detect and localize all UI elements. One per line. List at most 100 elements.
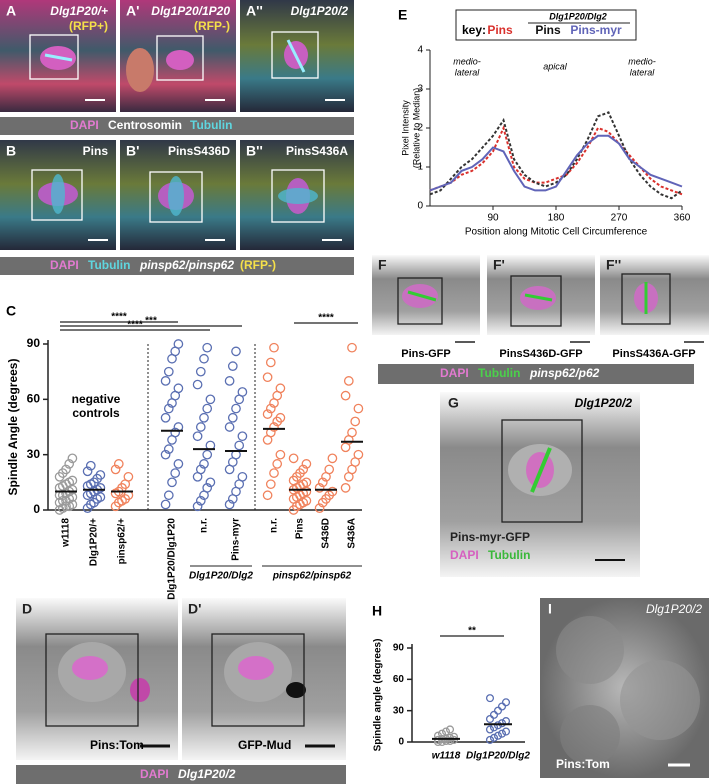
data-point	[202, 483, 213, 493]
data-point	[485, 725, 495, 734]
data-point	[227, 412, 238, 423]
y-tick-label: 2	[417, 123, 423, 134]
y-tick-label: 0	[417, 201, 423, 212]
legend-entry: Pins-myr	[570, 23, 622, 37]
data-point	[350, 416, 361, 427]
genotype: Dlg1P20/2	[575, 396, 633, 410]
construct: Pins:Tom	[90, 738, 144, 752]
data-point	[231, 346, 241, 357]
key-tubulin: Tubulin	[488, 548, 530, 562]
data-point	[262, 490, 273, 501]
data-point	[485, 714, 495, 724]
data-point	[288, 453, 299, 464]
panel-label: I	[548, 601, 552, 617]
data-point	[224, 376, 235, 386]
data-point	[275, 383, 286, 394]
data-point	[82, 466, 93, 477]
x-tick-label: 90	[487, 213, 499, 224]
data-point	[353, 449, 364, 460]
data-point	[272, 459, 283, 469]
data-point	[199, 353, 209, 364]
data-point	[160, 412, 171, 423]
construct: PinsS436A	[286, 144, 348, 158]
data-point	[327, 453, 338, 464]
x-tick-label: 180	[548, 213, 565, 224]
data-point	[265, 403, 276, 414]
data-point	[234, 440, 245, 451]
data-point	[202, 342, 213, 353]
panel-b: B Pins B' PinsS436D B'' PinsS436A DAPI T…	[0, 140, 354, 275]
data-point	[237, 387, 248, 397]
data-point	[237, 471, 248, 482]
y-tick-label: 60	[27, 392, 41, 406]
data-point	[497, 729, 507, 738]
key-tubulin: Tubulin	[88, 258, 130, 272]
panel-label: F'	[493, 257, 505, 273]
data-point	[160, 449, 171, 460]
key-centrosomin: Centrosomin	[108, 118, 182, 132]
region-label: medio-	[628, 56, 656, 66]
data-point	[167, 477, 177, 488]
y-tick-label: 60	[393, 674, 405, 685]
data-point	[113, 459, 124, 469]
data-point	[269, 468, 279, 478]
significance-label: ****	[127, 320, 143, 331]
data-point	[192, 501, 203, 512]
y-tick-label: 0	[398, 737, 404, 748]
data-point	[445, 733, 455, 742]
data-point	[173, 459, 184, 469]
panel-label: F	[378, 257, 387, 273]
data-point	[199, 459, 209, 469]
data-point	[497, 702, 507, 711]
panel-label: D'	[188, 601, 201, 617]
key-dapi: DAPI	[440, 366, 469, 380]
panel-label: D	[22, 601, 32, 617]
panel-a: A Dlg1P20/+ (RFP+) A' Dlg1P20/1P20 (RFP-…	[0, 0, 354, 135]
construct: Pins-myr-GFP	[450, 530, 530, 544]
x-tick-label: 360	[674, 213, 691, 224]
data-point	[224, 422, 235, 432]
data-point	[485, 735, 495, 744]
data-point	[95, 470, 106, 480]
data-point	[347, 342, 357, 353]
data-point	[340, 390, 351, 401]
marker: (RFP+)	[69, 19, 108, 33]
y-axis-label: (Relative to Median)	[411, 88, 421, 169]
x-tick-label: n.r.	[199, 518, 210, 533]
panel-f: F F' F'' Pins-GFP PinsS436D-GFP PinsS436…	[372, 255, 709, 384]
data-point	[314, 483, 325, 493]
data-point	[275, 412, 286, 423]
group-label: Dlg1P20/Dlg2	[189, 571, 253, 582]
data-point	[195, 366, 206, 377]
data-point	[61, 464, 71, 475]
data-point	[437, 729, 447, 738]
x-tick-label: w1118	[432, 751, 461, 762]
data-point	[110, 464, 121, 475]
data-point	[160, 376, 171, 386]
panel-i: I Dlg1P20/2 Pins:Tom	[540, 598, 709, 778]
key-dapi: DAPI	[450, 548, 479, 562]
data-point	[123, 471, 134, 482]
x-tick-label: Pins-myr	[231, 518, 242, 561]
data-point	[163, 403, 174, 414]
significance-label: ****	[318, 313, 334, 324]
y-tick-label: 3	[417, 84, 423, 95]
y-tick-label: 90	[393, 643, 405, 654]
y-tick-label: 90	[27, 336, 41, 350]
marker: (RFP-)	[194, 19, 230, 33]
y-tick-label: 0	[33, 502, 40, 516]
data-point	[301, 459, 312, 469]
data-point	[317, 477, 328, 488]
genotype: Dlg1P20/2	[291, 4, 349, 18]
key-dapi: DAPI	[70, 118, 99, 132]
key-tubulin: Tubulin	[190, 118, 232, 132]
annotation: controls	[72, 406, 120, 420]
x-tick-label: pinsp62/+	[117, 518, 128, 565]
data-point	[275, 449, 286, 460]
data-point	[192, 431, 203, 442]
x-tick-label: 270	[611, 213, 628, 224]
x-tick-label: n.r.	[269, 518, 280, 533]
construct: Pins:Tom	[556, 757, 610, 771]
data-point	[262, 409, 273, 419]
construct: PinsS436D-GFP	[499, 348, 582, 360]
